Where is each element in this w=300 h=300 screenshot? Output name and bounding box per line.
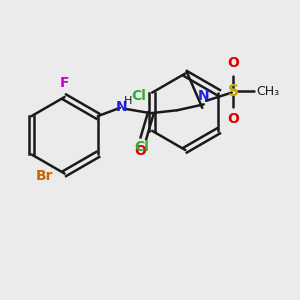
Text: Br: Br [35,169,53,183]
Text: N: N [116,100,127,114]
Text: N: N [198,89,210,103]
Text: Cl: Cl [134,140,149,154]
Text: S: S [228,84,239,99]
Text: H: H [124,96,132,106]
Text: O: O [134,144,146,158]
Text: O: O [227,112,239,126]
Text: O: O [227,56,239,70]
Text: F: F [60,76,69,90]
Text: CH₃: CH₃ [256,85,279,98]
Text: Cl: Cl [131,88,146,103]
